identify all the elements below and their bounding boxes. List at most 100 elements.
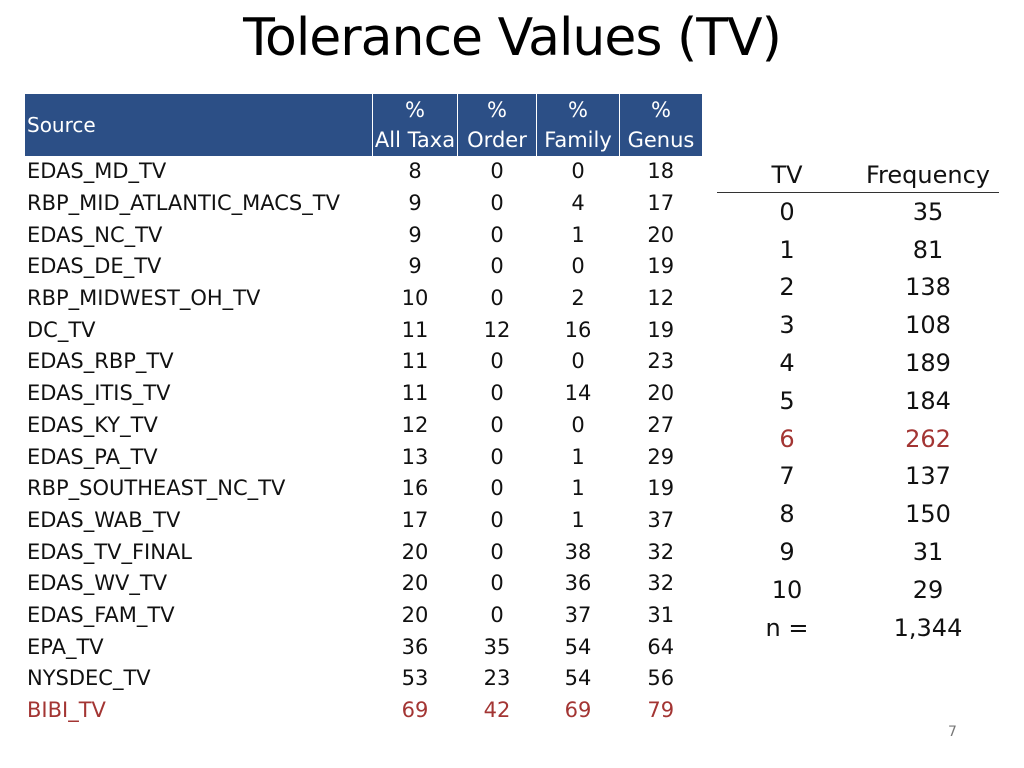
genus-cell: 29 [647,444,675,469]
source-cell: RBP_MID_ATLANTIC_MACS_TV [27,191,340,216]
table-row: 9 31 [717,533,999,571]
order-cell: 0 [490,476,504,501]
genus-cell: 56 [647,666,675,691]
family-cell: 37 [564,602,592,627]
source-cell: EDAS_ITIS_TV [27,381,171,406]
header-family-pct: % [568,98,588,122]
family-cell: 1 [571,444,585,469]
all-taxa-cell: 16 [401,476,429,501]
order-cell: 0 [490,381,504,406]
header-order: % Order [457,94,537,156]
family-cell: 54 [564,634,592,659]
header-all-taxa: % All Taxa [372,94,458,156]
family-cell: 14 [564,381,592,406]
frequency-cell: 29 [912,575,944,604]
family-cell: 36 [564,571,592,596]
order-cell: 0 [490,507,504,532]
header-all-taxa-label: All Taxa [374,128,456,152]
all-taxa-cell: 53 [401,666,429,691]
frequency-cell: 138 [905,273,951,302]
source-cell: RBP_MIDWEST_OH_TV [27,286,261,311]
source-cell: EDAS_PA_TV [27,444,158,469]
all-taxa-cell: 69 [401,698,429,723]
tv-cell: 10 [771,575,803,604]
all-taxa-cell: 9 [408,191,422,216]
frequency-cell: 81 [912,235,944,264]
family-cell: 1 [571,507,585,532]
order-cell: 0 [490,286,504,311]
table-row: RBP_MID_ATLANTIC_MACS_TV 9 0 4 17 [25,188,702,220]
table-row: n = 1,344 [717,609,999,647]
tv-cell: 8 [779,500,795,529]
family-cell: 69 [564,698,592,723]
genus-cell: 64 [647,634,675,659]
source-cell: EDAS_KY_TV [27,412,158,437]
header-genus-label: Genus [627,128,695,152]
genus-cell: 12 [647,286,675,311]
order-cell: 0 [490,412,504,437]
all-taxa-cell: 36 [401,634,429,659]
table-row: RBP_MIDWEST_OH_TV 10 0 2 12 [25,283,702,315]
frequency-cell: 150 [905,500,951,529]
genus-cell: 17 [647,191,675,216]
tv-cell: 5 [779,386,795,415]
source-cell: EDAS_WAB_TV [27,507,181,532]
table-row: 7 137 [717,458,999,496]
family-cell: 0 [571,254,585,279]
table-row: EDAS_KY_TV 12 0 0 27 [25,410,702,442]
all-taxa-cell: 10 [401,286,429,311]
source-cell: EDAS_DE_TV [27,254,162,279]
family-cell: 38 [564,539,592,564]
tv-cell: 0 [779,197,795,226]
table-row: 5 184 [717,382,999,420]
order-cell: 0 [490,539,504,564]
all-taxa-cell: 12 [401,412,429,437]
order-cell: 35 [483,634,511,659]
header-order-pct: % [487,98,507,122]
table-row: 2 138 [717,269,999,307]
family-cell: 1 [571,476,585,501]
order-cell: 42 [483,698,511,723]
source-cell: EDAS_NC_TV [27,222,163,247]
table-row: RBP_SOUTHEAST_NC_TV 16 0 1 19 [25,473,702,505]
frequency-cell: 35 [912,197,944,226]
all-taxa-cell: 20 [401,539,429,564]
order-cell: 12 [483,317,511,342]
frequency-cell: 184 [905,386,951,415]
all-taxa-cell: 20 [401,602,429,627]
order-cell: 0 [490,444,504,469]
slide-title: Tolerance Values (TV) [243,8,782,68]
all-taxa-cell: 8 [408,159,422,184]
table-row: EDAS_RBP_TV 11 0 0 23 [25,346,702,378]
table-row: EDAS_ITIS_TV 11 0 14 20 [25,378,702,410]
all-taxa-cell: 9 [408,254,422,279]
table-row: EDAS_MD_TV 8 0 0 18 [25,156,702,188]
table-row: EDAS_PA_TV 13 0 1 29 [25,441,702,473]
table-row: 6 262 [717,420,999,458]
all-taxa-cell: 17 [401,507,429,532]
tv-cell: 3 [779,311,795,340]
genus-cell: 19 [647,476,675,501]
header-family-label: Family [544,128,612,152]
family-cell: 54 [564,666,592,691]
tv-cell: 1 [779,235,795,264]
frequency-cell: 31 [912,538,944,567]
family-cell: 16 [564,317,592,342]
source-cell: NYSDEC_TV [27,666,151,691]
table-row: NYSDEC_TV 53 23 54 56 [25,663,702,695]
genus-cell: 20 [647,381,675,406]
header-frequency: Frequency [857,158,999,193]
genus-cell: 31 [647,602,675,627]
frequency-table-header-row: TV Frequency [717,158,999,193]
tv-cell: 9 [779,538,795,567]
table-row: EPA_TV 36 35 54 64 [25,631,702,663]
table-row: EDAS_FAM_TV 20 0 37 31 [25,600,702,632]
source-cell: RBP_SOUTHEAST_NC_TV [27,476,286,501]
table-row: 8 150 [717,495,999,533]
table-row: BIBI_TV 69 42 69 79 [25,695,702,727]
header-tv: TV [717,158,857,193]
table-row: 0 35 [717,193,999,231]
genus-cell: 19 [647,317,675,342]
genus-cell: 23 [647,349,675,374]
order-cell: 0 [490,191,504,216]
